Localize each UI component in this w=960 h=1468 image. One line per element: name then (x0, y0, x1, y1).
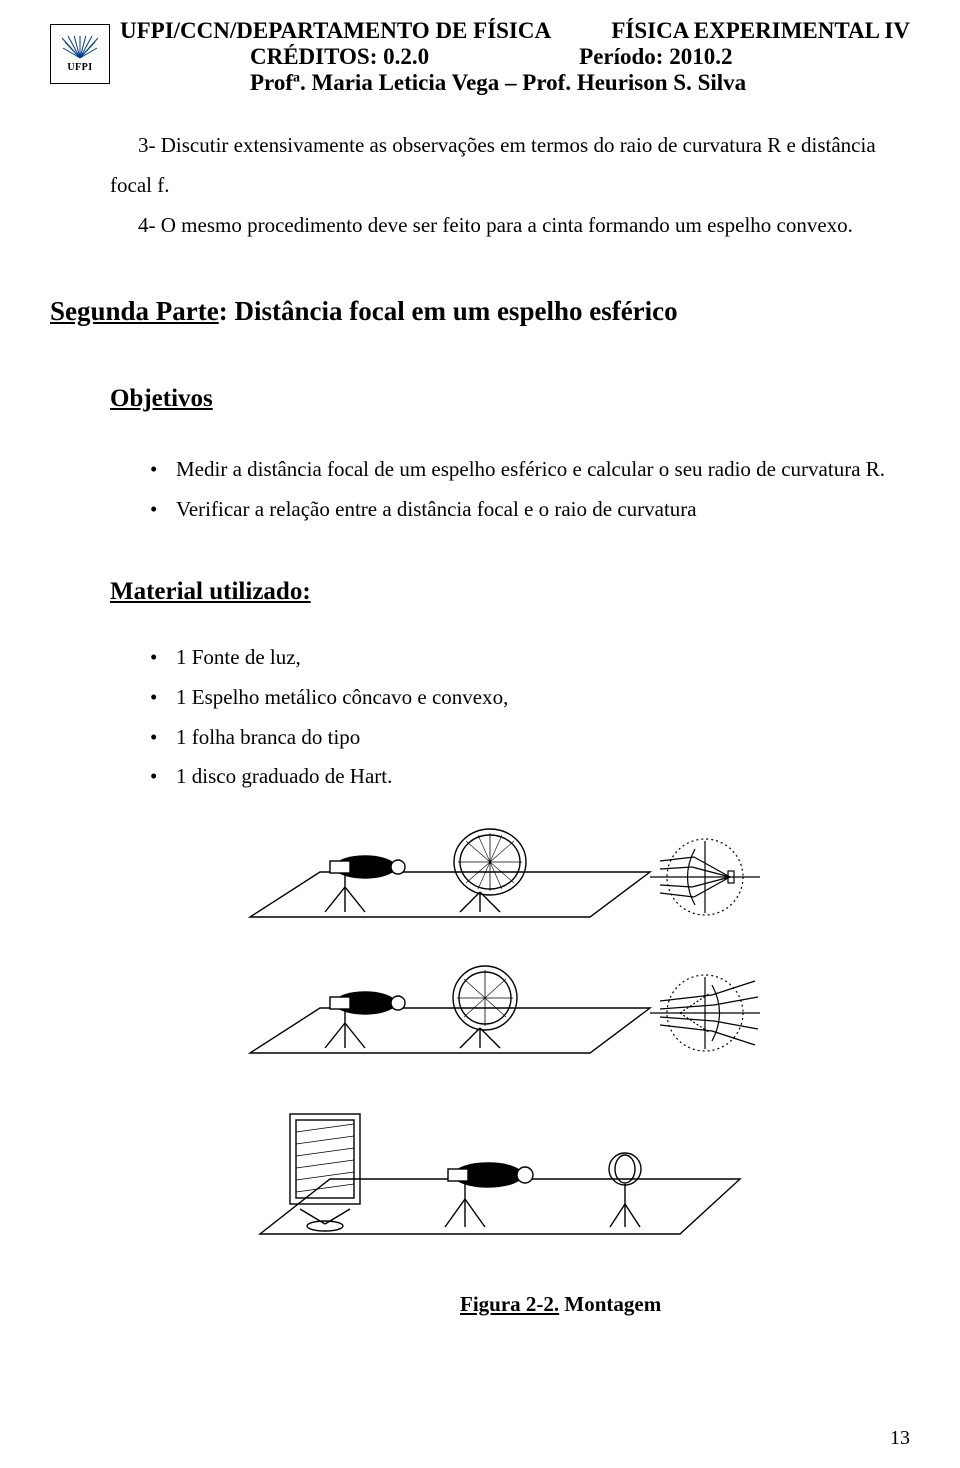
page-number: 13 (890, 1427, 910, 1450)
dept-title: UFPI/CCN/DEPARTAMENTO DE FÍSICA (120, 18, 551, 44)
objectives-heading: Objetivos (110, 375, 900, 423)
section-title-rest: : Distância focal em um espelho esférico (219, 296, 678, 326)
period-label: Período: 2010.2 (579, 44, 732, 70)
material-item: 1 folha branca do tipo (150, 718, 900, 758)
figure-2-2: Figura 2-2. Montagem (230, 817, 900, 1325)
material-item: 1 Fonte de luz, (150, 638, 900, 678)
section-title-underlined: Segunda Parte (50, 296, 219, 326)
credits-label: CRÉDITOS: 0.2.0 (250, 44, 429, 70)
logo-text: UFPI (67, 62, 92, 73)
figure-row-1-icon (230, 817, 790, 937)
material-item: 1 Espelho metálico côncavo e convexo, (150, 678, 900, 718)
numbered-item-3-line2: focal f. (110, 166, 900, 206)
document-header: UFPI UFPI/CCN/DEPARTAMENTO DE FÍSICA FÍS… (50, 18, 910, 96)
objective-item: Verificar a relação entre a distância fo… (150, 490, 900, 530)
objective-item: Medir a distância focal de um espelho es… (150, 450, 900, 490)
figure-caption: Figura 2-2. Montagem (460, 1285, 900, 1325)
materials-list: 1 Fonte de luz, 1 Espelho metálico cônca… (150, 638, 900, 798)
figure-row-2-icon (230, 953, 790, 1073)
ufpi-logo: UFPI (50, 24, 110, 84)
material-item: 1 disco graduado de Hart. (150, 757, 900, 797)
figure-caption-label: Figura 2-2. (460, 1292, 559, 1316)
professors-line: Profa. Maria Leticia Vega – Prof. Heuris… (250, 70, 910, 96)
numbered-item-4: 4- O mesmo procedimento deve ser feito p… (110, 206, 900, 246)
numbered-item-3-line1: 3- Discutir extensivamente as observaçõe… (110, 126, 900, 166)
figure-caption-text: Montagem (559, 1292, 661, 1316)
logo-burst-icon (60, 36, 100, 60)
objectives-list: Medir a distância focal de um espelho es… (150, 450, 900, 530)
course-title: FÍSICA EXPERIMENTAL IV (611, 18, 910, 44)
materials-heading: Material utilizado: (110, 568, 900, 616)
section-title: Segunda Parte: Distância focal em um esp… (50, 286, 900, 337)
figure-row-3-icon (230, 1099, 790, 1249)
